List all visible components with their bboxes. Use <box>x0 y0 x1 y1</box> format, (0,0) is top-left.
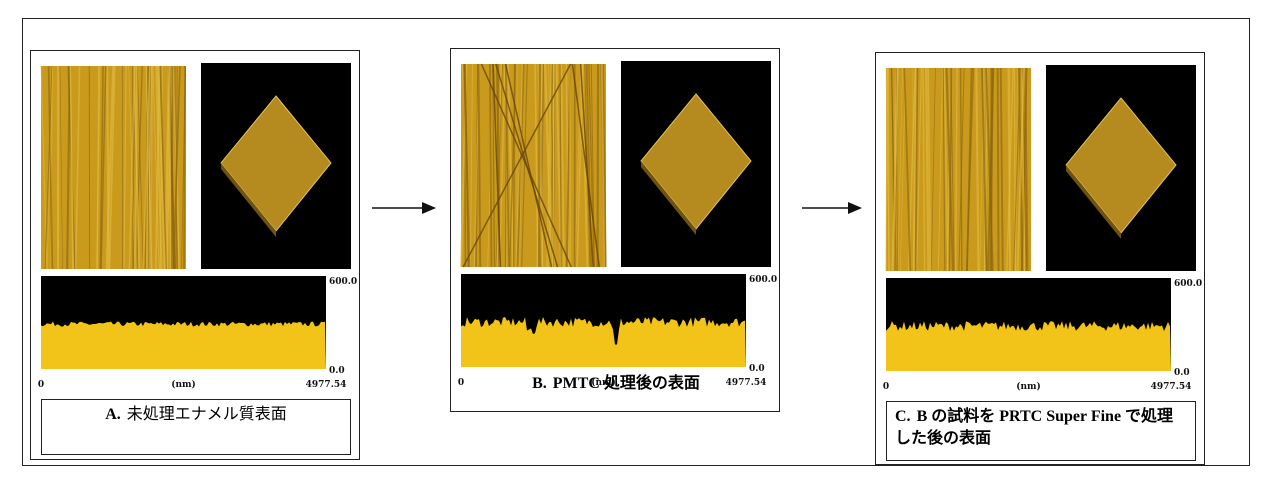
caption-label: B. <box>532 375 547 392</box>
streak <box>184 66 185 269</box>
streak <box>136 66 137 269</box>
panel: 600.0 0.0 0 (nm) 4977.54 C.B の試料を PRTC Super … <box>875 52 1205 465</box>
streak <box>598 64 599 267</box>
caption: B. PMTC 処理後の表面 <box>461 369 771 405</box>
profile-area <box>41 322 326 369</box>
profile-label: (nm) <box>1016 381 1041 392</box>
profile-label: 600.0 <box>749 275 777 285</box>
caption: C.B の試料を PRTC Super Fine で処理した後の表面 <box>886 401 1196 461</box>
streak <box>539 64 540 267</box>
profile-label: 0.0 <box>329 366 345 376</box>
panel: 600.0 0.0 0 (nm) 4977.54 A. 未処理エナメル質表面 <box>30 50 360 460</box>
profile-label: 600.0 <box>329 277 357 287</box>
caption-label: C. <box>895 408 911 425</box>
streak <box>514 64 515 267</box>
profile-label: 4977.54 <box>1151 382 1192 392</box>
caption-text: PMTC 処理後の表面 <box>553 375 700 392</box>
profile-label: 0.0 <box>1174 368 1190 378</box>
profile-label: 4977.54 <box>306 380 347 390</box>
profile-area <box>886 321 1171 371</box>
arrow <box>370 198 440 218</box>
caption-label: A. <box>105 406 121 423</box>
profile-label: (nm) <box>171 379 196 390</box>
caption: A. 未処理エナメル質表面 <box>41 399 351 455</box>
streak <box>170 66 171 269</box>
caption-text: B の試料を PRTC Super Fine で処理した後の表面 <box>895 408 1173 447</box>
caption-text: 未処理エナメル質表面 <box>127 406 287 423</box>
profile-label: 0 <box>38 380 44 390</box>
arrow <box>800 198 870 218</box>
panel: 600.00.00(nm)4977.54B. PMTC 処理後の表面 <box>450 48 780 412</box>
profile-label: 600.0 <box>1174 279 1202 289</box>
profile-label: 0 <box>883 382 889 392</box>
afm-images: 600.00.00(nm)4977.54 <box>451 49 781 413</box>
streak <box>998 68 999 271</box>
